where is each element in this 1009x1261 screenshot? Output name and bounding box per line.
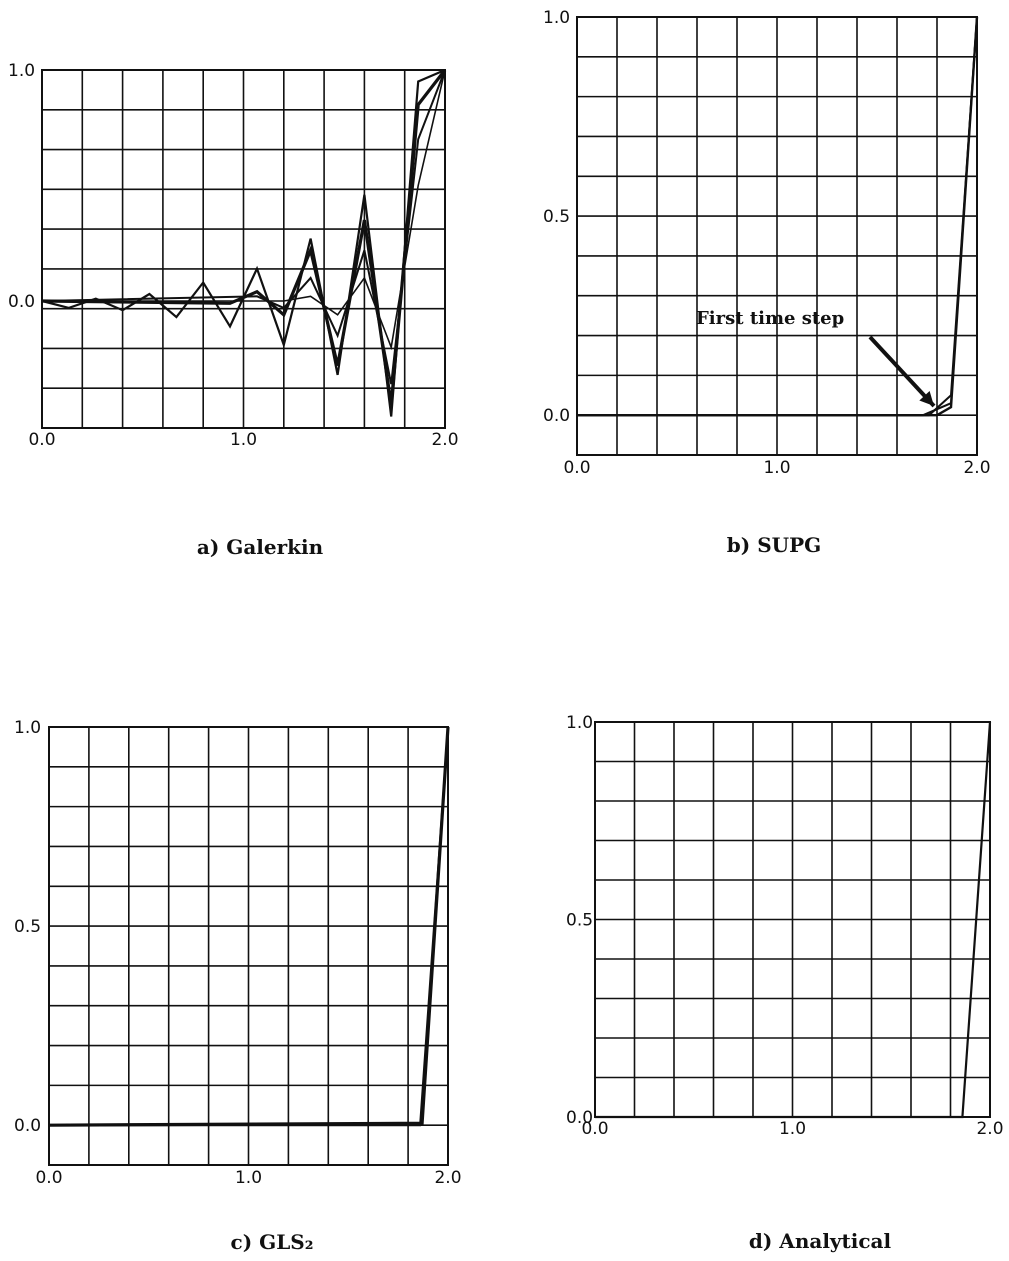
x-tick-label: 1.0: [235, 1168, 262, 1188]
x-tick-label: 2.0: [963, 458, 990, 478]
y-tick-label: 1.0: [543, 8, 570, 28]
panel-analytical: 0.0 1.0 2.0 1.0 0.5 0.0 d) Analytical: [566, 713, 1004, 1253]
arrow-head: [919, 390, 934, 406]
y-tick-label: 0.0: [8, 292, 35, 312]
annotation-label: First time step: [696, 308, 844, 329]
y-tick-label: 1.0: [14, 718, 41, 738]
x-tick-label: 1.0: [763, 458, 790, 478]
y-tick-label: 0.5: [566, 911, 593, 931]
series-line: [577, 16, 979, 417]
y-tick-label: 0.0: [14, 1116, 41, 1136]
y-tick-label: 0.5: [543, 207, 570, 227]
series-line: [595, 721, 992, 1119]
plot-frame: [576, 16, 978, 456]
plot-frame: [48, 726, 449, 1166]
x-tick-label: 1.0: [779, 1119, 806, 1139]
panel-caption: b) SUPG: [727, 533, 821, 557]
x-tick-label: 0.0: [581, 1119, 608, 1139]
panel-caption: c) GLS₂: [231, 1230, 314, 1254]
x-tick-label: 1.0: [230, 430, 257, 450]
plot-frame: [41, 69, 446, 429]
annotation-arrow: [868, 335, 936, 408]
y-tick-label: 1.0: [566, 713, 593, 733]
x-tick-label: 0.0: [28, 430, 55, 450]
x-tick-label: 2.0: [976, 1119, 1003, 1139]
y-tick-label: 0.0: [566, 1108, 593, 1128]
panel-caption: d) Analytical: [749, 1229, 892, 1253]
panel-galerkin: 0.0 1.0 2.0 1.0 0.0 a) Galerkin: [8, 61, 459, 559]
y-tick-label: 1.0: [8, 61, 35, 81]
y-tick-label: 0.0: [543, 406, 570, 426]
x-tick-label: 0.0: [563, 458, 590, 478]
x-tick-label: 2.0: [431, 430, 458, 450]
series-line: [41, 69, 446, 385]
panel-caption: a) Galerkin: [197, 535, 324, 559]
panel-gls2: 0.0 1.0 2.0 1.0 0.5 0.0 c) GLS₂: [14, 718, 462, 1254]
series-line: [49, 726, 449, 1127]
panel-supg: 0.0 1.0 2.0 1.0 0.5 0.0 First time step b) SUPG: [543, 8, 991, 557]
series-line: [42, 69, 446, 351]
x-tick-label: 2.0: [434, 1168, 461, 1188]
x-tick-label: 0.0: [35, 1168, 62, 1188]
y-tick-label: 0.5: [14, 917, 41, 937]
